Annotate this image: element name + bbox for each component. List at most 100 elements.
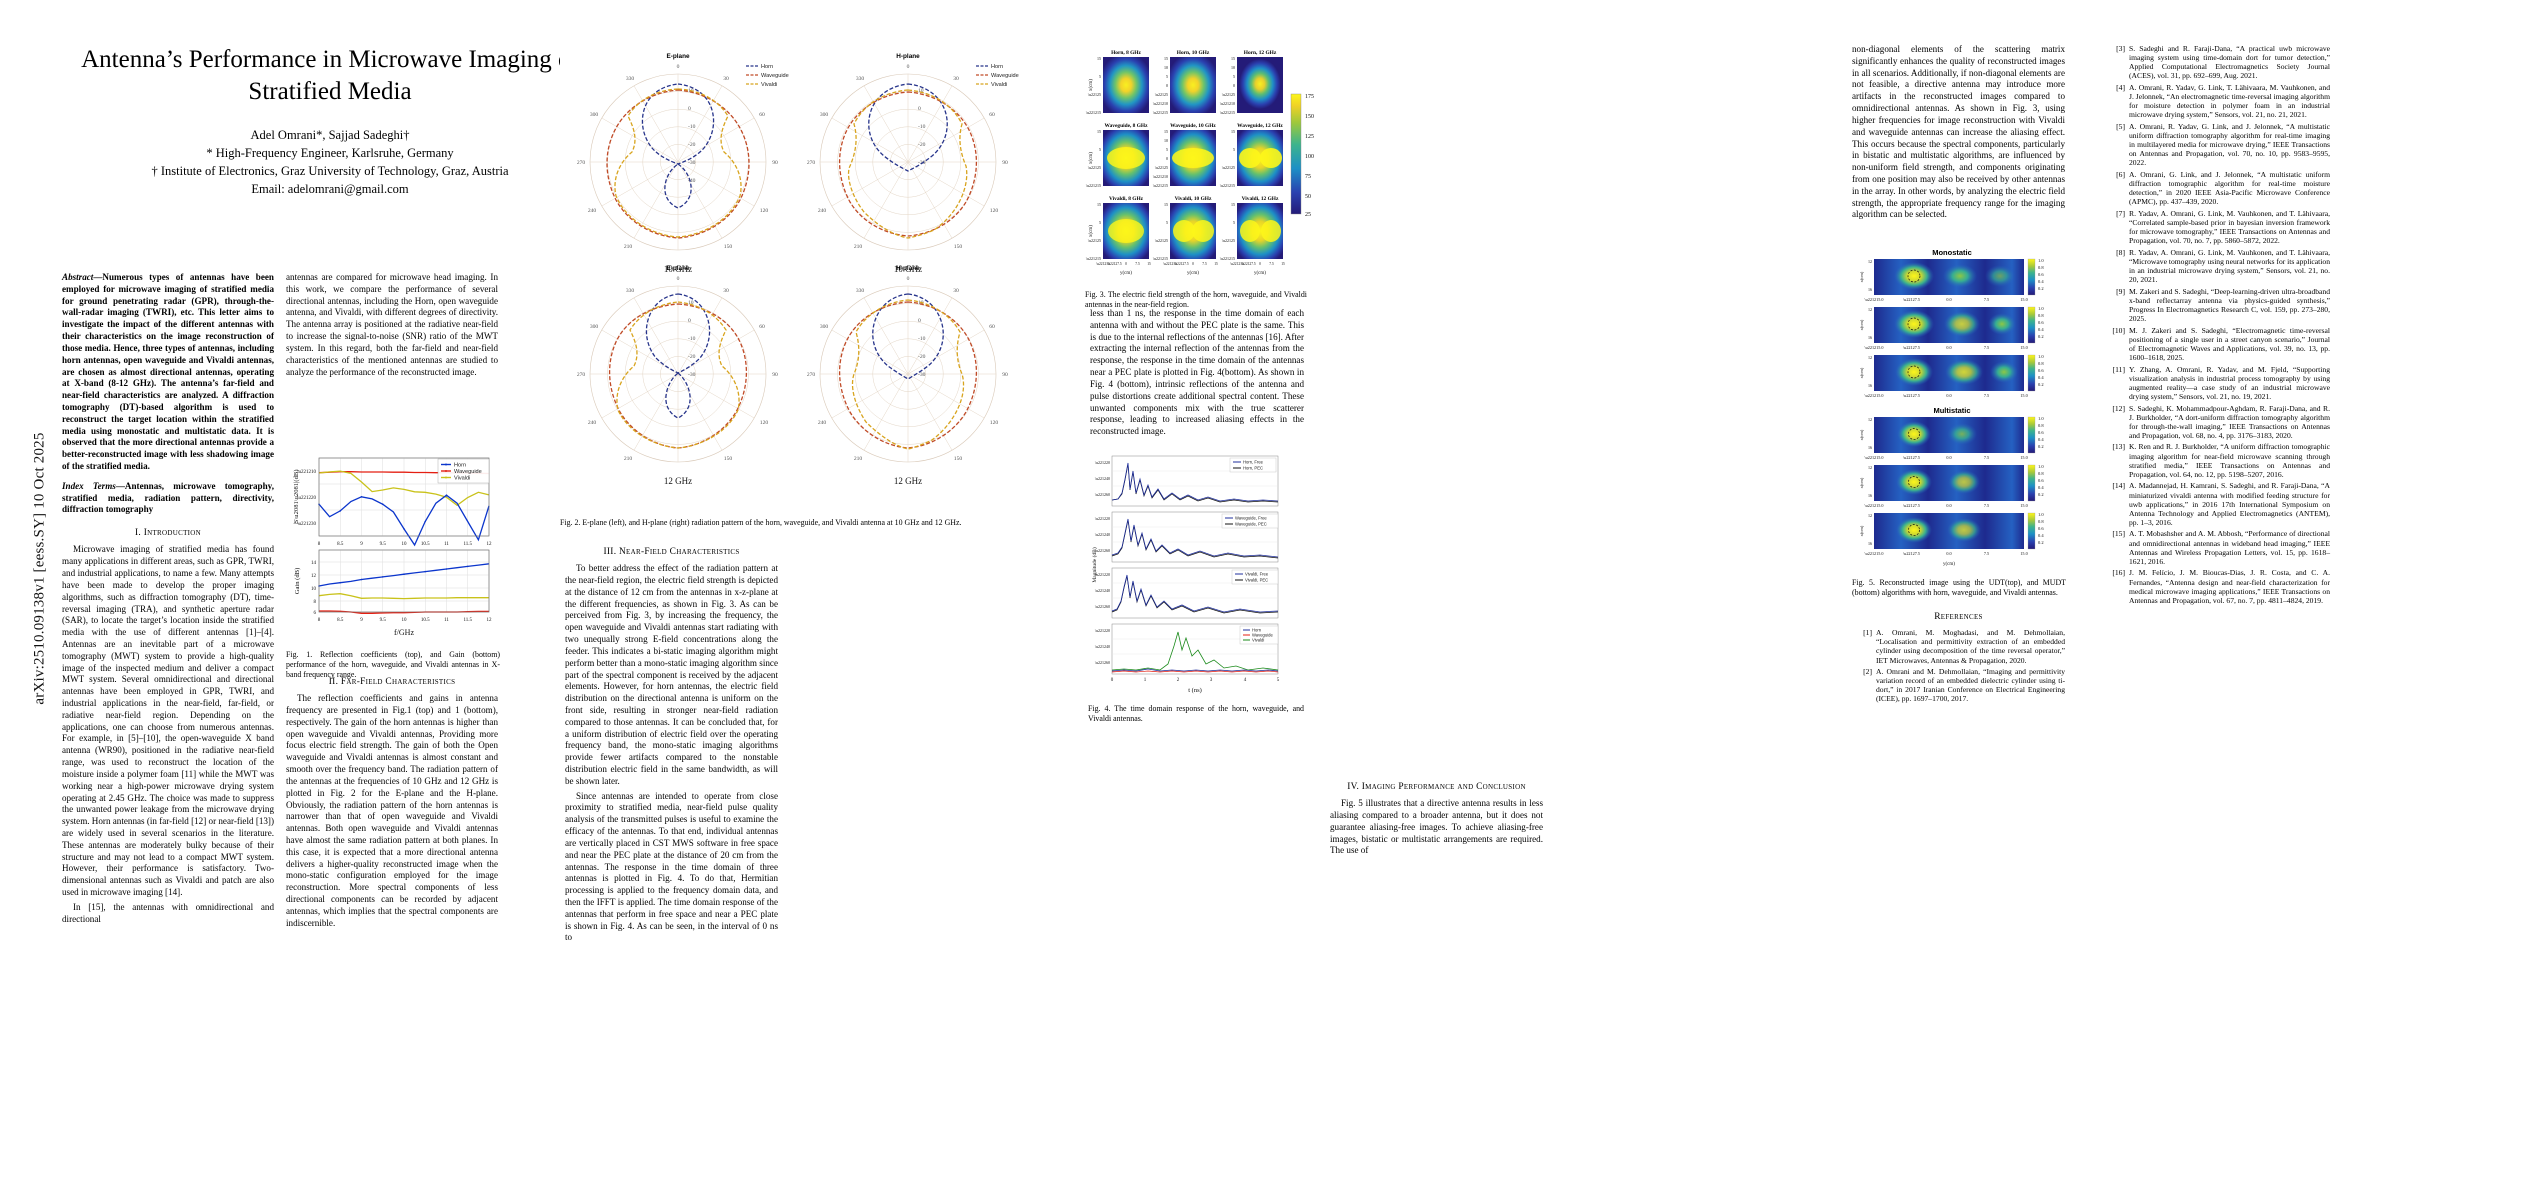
svg-text:-20: -20: [688, 142, 696, 148]
reference-item: [15] A. T. Mobashsher and A. M. Abbosh, …: [2105, 529, 2330, 565]
reference-text: K. Ren and R. J. Burkholder, “A uniform …: [2129, 442, 2330, 479]
svg-text:\u221215: \u221215: [1096, 262, 1110, 266]
figure-4: \u221220 \u221240 \u221260 Horn, Free Ho…: [1088, 450, 1306, 732]
svg-text:5: 5: [1233, 147, 1235, 152]
fig2-panel-h10: 0 30 60 90 120 150 210 240 270 300 330 1…: [807, 53, 1008, 274]
svg-text:5: 5: [1233, 74, 1235, 79]
svg-text:7.5: 7.5: [1202, 262, 1207, 266]
svg-text:12: 12: [487, 542, 493, 547]
svg-text:5: 5: [1166, 147, 1168, 152]
svg-text:\u221230: \u221230: [297, 522, 316, 527]
svg-text:16: 16: [1868, 383, 1872, 388]
svg-text:E-plane: E-plane: [666, 53, 690, 60]
svg-text:Magnitude (dB): Magnitude (dB): [1091, 547, 1098, 582]
svg-text:0: 0: [1192, 262, 1194, 266]
fig4-panel-vivaldi: \u221220 \u221240 \u221260 Vivaldi, Free…: [1095, 567, 1279, 619]
fig5-multi-vivaldi: 12 16 x(cm) 1.0 0.8 0.6 0.4 0.2 \u221215…: [1859, 512, 2044, 567]
svg-text:\u221210: \u221210: [1220, 101, 1235, 106]
reference-number: [4]: [2116, 82, 2125, 92]
svg-text:\u221215: \u221215: [1153, 110, 1168, 115]
reference-text: M. J. Zakeri and S. Sadeghi, “Electromag…: [2129, 325, 2330, 362]
svg-text:0: 0: [1166, 156, 1168, 161]
svg-text:0.4: 0.4: [2038, 533, 2044, 538]
svg-text:12 GHz: 12 GHz: [894, 476, 922, 486]
svg-text:60: 60: [989, 324, 995, 330]
svg-text:y(cm): y(cm): [1254, 271, 1266, 276]
reference-number: [6]: [2116, 169, 2125, 179]
svg-text:10 GHz: 10 GHz: [894, 264, 922, 274]
svg-text:\u221260: \u221260: [1095, 492, 1110, 497]
fig4-panel-waveguide: \u221220 \u221240 \u221260 Waveguide, Fr…: [1095, 511, 1279, 563]
svg-text:4: 4: [1244, 678, 1247, 683]
fig3-row-vivaldi: Vivaldi, 8 GHz Vivaldi, 10 GHz Vivaldi, …: [1086, 196, 1285, 276]
svg-text:120: 120: [990, 208, 999, 214]
svg-text:10.5: 10.5: [421, 542, 430, 547]
reference-number: [2]: [1863, 667, 1872, 677]
svg-text:0.8: 0.8: [2038, 423, 2044, 428]
column-8: non-diagonal elements of the scattering …: [1852, 44, 2065, 224]
svg-text:15: 15: [1281, 262, 1285, 266]
svg-text:x(cm): x(cm): [1859, 367, 1864, 378]
svg-text:8.5: 8.5: [337, 618, 344, 623]
svg-text:\u221220: \u221220: [1095, 572, 1110, 577]
svg-text:5: 5: [1166, 220, 1168, 225]
svg-text:Waveguide: Waveguide: [991, 73, 1019, 79]
svg-text:\u221215.0: \u221215.0: [1865, 551, 1884, 556]
svg-text:14: 14: [311, 561, 317, 566]
svg-text:Horn, PEC: Horn, PEC: [1243, 466, 1263, 471]
svg-text:5: 5: [1233, 220, 1235, 225]
author-names: Adel Omrani*, Sajjad Sadeghi†: [250, 128, 410, 142]
svg-text:Vivaldi, 12 GHz: Vivaldi, 12 GHz: [1242, 196, 1279, 202]
section-heading-references: References: [1934, 612, 1983, 622]
svg-text:0.2: 0.2: [2038, 286, 2044, 291]
reference-number: [15]: [2112, 529, 2125, 539]
imaging-paragraph-1: Fig. 5 illustrates that a directive ante…: [1330, 798, 1543, 856]
author-email: Email: adelomrani@gmail.com: [251, 182, 409, 197]
svg-text:300: 300: [820, 324, 829, 330]
svg-text:0: 0: [1125, 262, 1127, 266]
svg-text:150: 150: [954, 244, 963, 250]
reference-number: [1]: [1863, 628, 1872, 638]
svg-text:Horn, 12 GHz: Horn, 12 GHz: [1244, 50, 1277, 56]
fig3-colorbar: 175 150 125 100 75 50 25: [1290, 93, 1314, 218]
column-5: less than 1 ns, the response in the time…: [1090, 308, 1304, 441]
svg-text:270: 270: [577, 372, 586, 378]
heatmap-horn-10ghz: [1170, 57, 1216, 113]
svg-text:90: 90: [772, 160, 778, 166]
reference-text: A. Omrani, R. Yadav, G. Link, T. Lähivaa…: [2129, 82, 2330, 120]
svg-text:-20: -20: [918, 354, 926, 360]
column-3: III. Near-Field Characteristics To bette…: [565, 535, 778, 947]
svg-text:\u221215: \u221215: [1153, 183, 1168, 188]
svg-text:10 GHz: 10 GHz: [664, 264, 692, 274]
intro-paragraph-3: antennas are compared for microwave head…: [286, 272, 498, 377]
svg-text:12: 12: [487, 618, 493, 623]
svg-text:\u221215: \u221215: [1163, 262, 1177, 266]
svg-text:150: 150: [724, 456, 733, 462]
fig4-legend-horn: Horn, Free Horn, PEC: [1229, 457, 1277, 473]
svg-text:7.5: 7.5: [1269, 262, 1274, 266]
svg-text:15: 15: [1164, 202, 1168, 207]
svg-text:0.4: 0.4: [2038, 375, 2044, 380]
svg-text:7.5: 7.5: [1135, 262, 1140, 266]
svg-text:\u221215: \u221215: [1220, 256, 1235, 261]
svg-text:x(cm): x(cm): [1859, 429, 1864, 440]
svg-text:30: 30: [723, 288, 729, 294]
figure-5-caption: Fig. 5. Reconstructed image using the UD…: [1852, 578, 2066, 597]
svg-text:Waveguide, 10 GHz: Waveguide, 10 GHz: [1170, 123, 1216, 129]
svg-text:210: 210: [624, 456, 633, 462]
svg-text:9: 9: [360, 542, 363, 547]
fig5-multi-waveguide: 12 16 x(cm) 1.0 0.8 0.6 0.4 0.2 \u221215…: [1859, 464, 2044, 508]
svg-text:240: 240: [818, 420, 827, 426]
svg-text:-20: -20: [688, 354, 696, 360]
svg-text:15.0: 15.0: [2020, 345, 2027, 350]
arxiv-stamp: arXiv:2510.09138v1 [eess.SY] 10 Oct 2025: [31, 432, 48, 705]
svg-text:H-plane: H-plane: [896, 265, 920, 272]
fig3-row-horn: Horn, 8 GHz Horn, 10 GHz Horn, 12 GHz 15…: [1086, 50, 1283, 115]
svg-text:-10: -10: [688, 124, 696, 130]
svg-text:\u22125: \u22125: [1222, 92, 1235, 97]
svg-text:0: 0: [677, 276, 680, 282]
svg-text:9.5: 9.5: [380, 542, 387, 547]
svg-text:0.4: 0.4: [2038, 327, 2044, 332]
svg-text:60: 60: [759, 112, 765, 118]
svg-text:|S\u2081\u2081|(dB): |S\u2081\u2081|(dB): [293, 469, 300, 524]
